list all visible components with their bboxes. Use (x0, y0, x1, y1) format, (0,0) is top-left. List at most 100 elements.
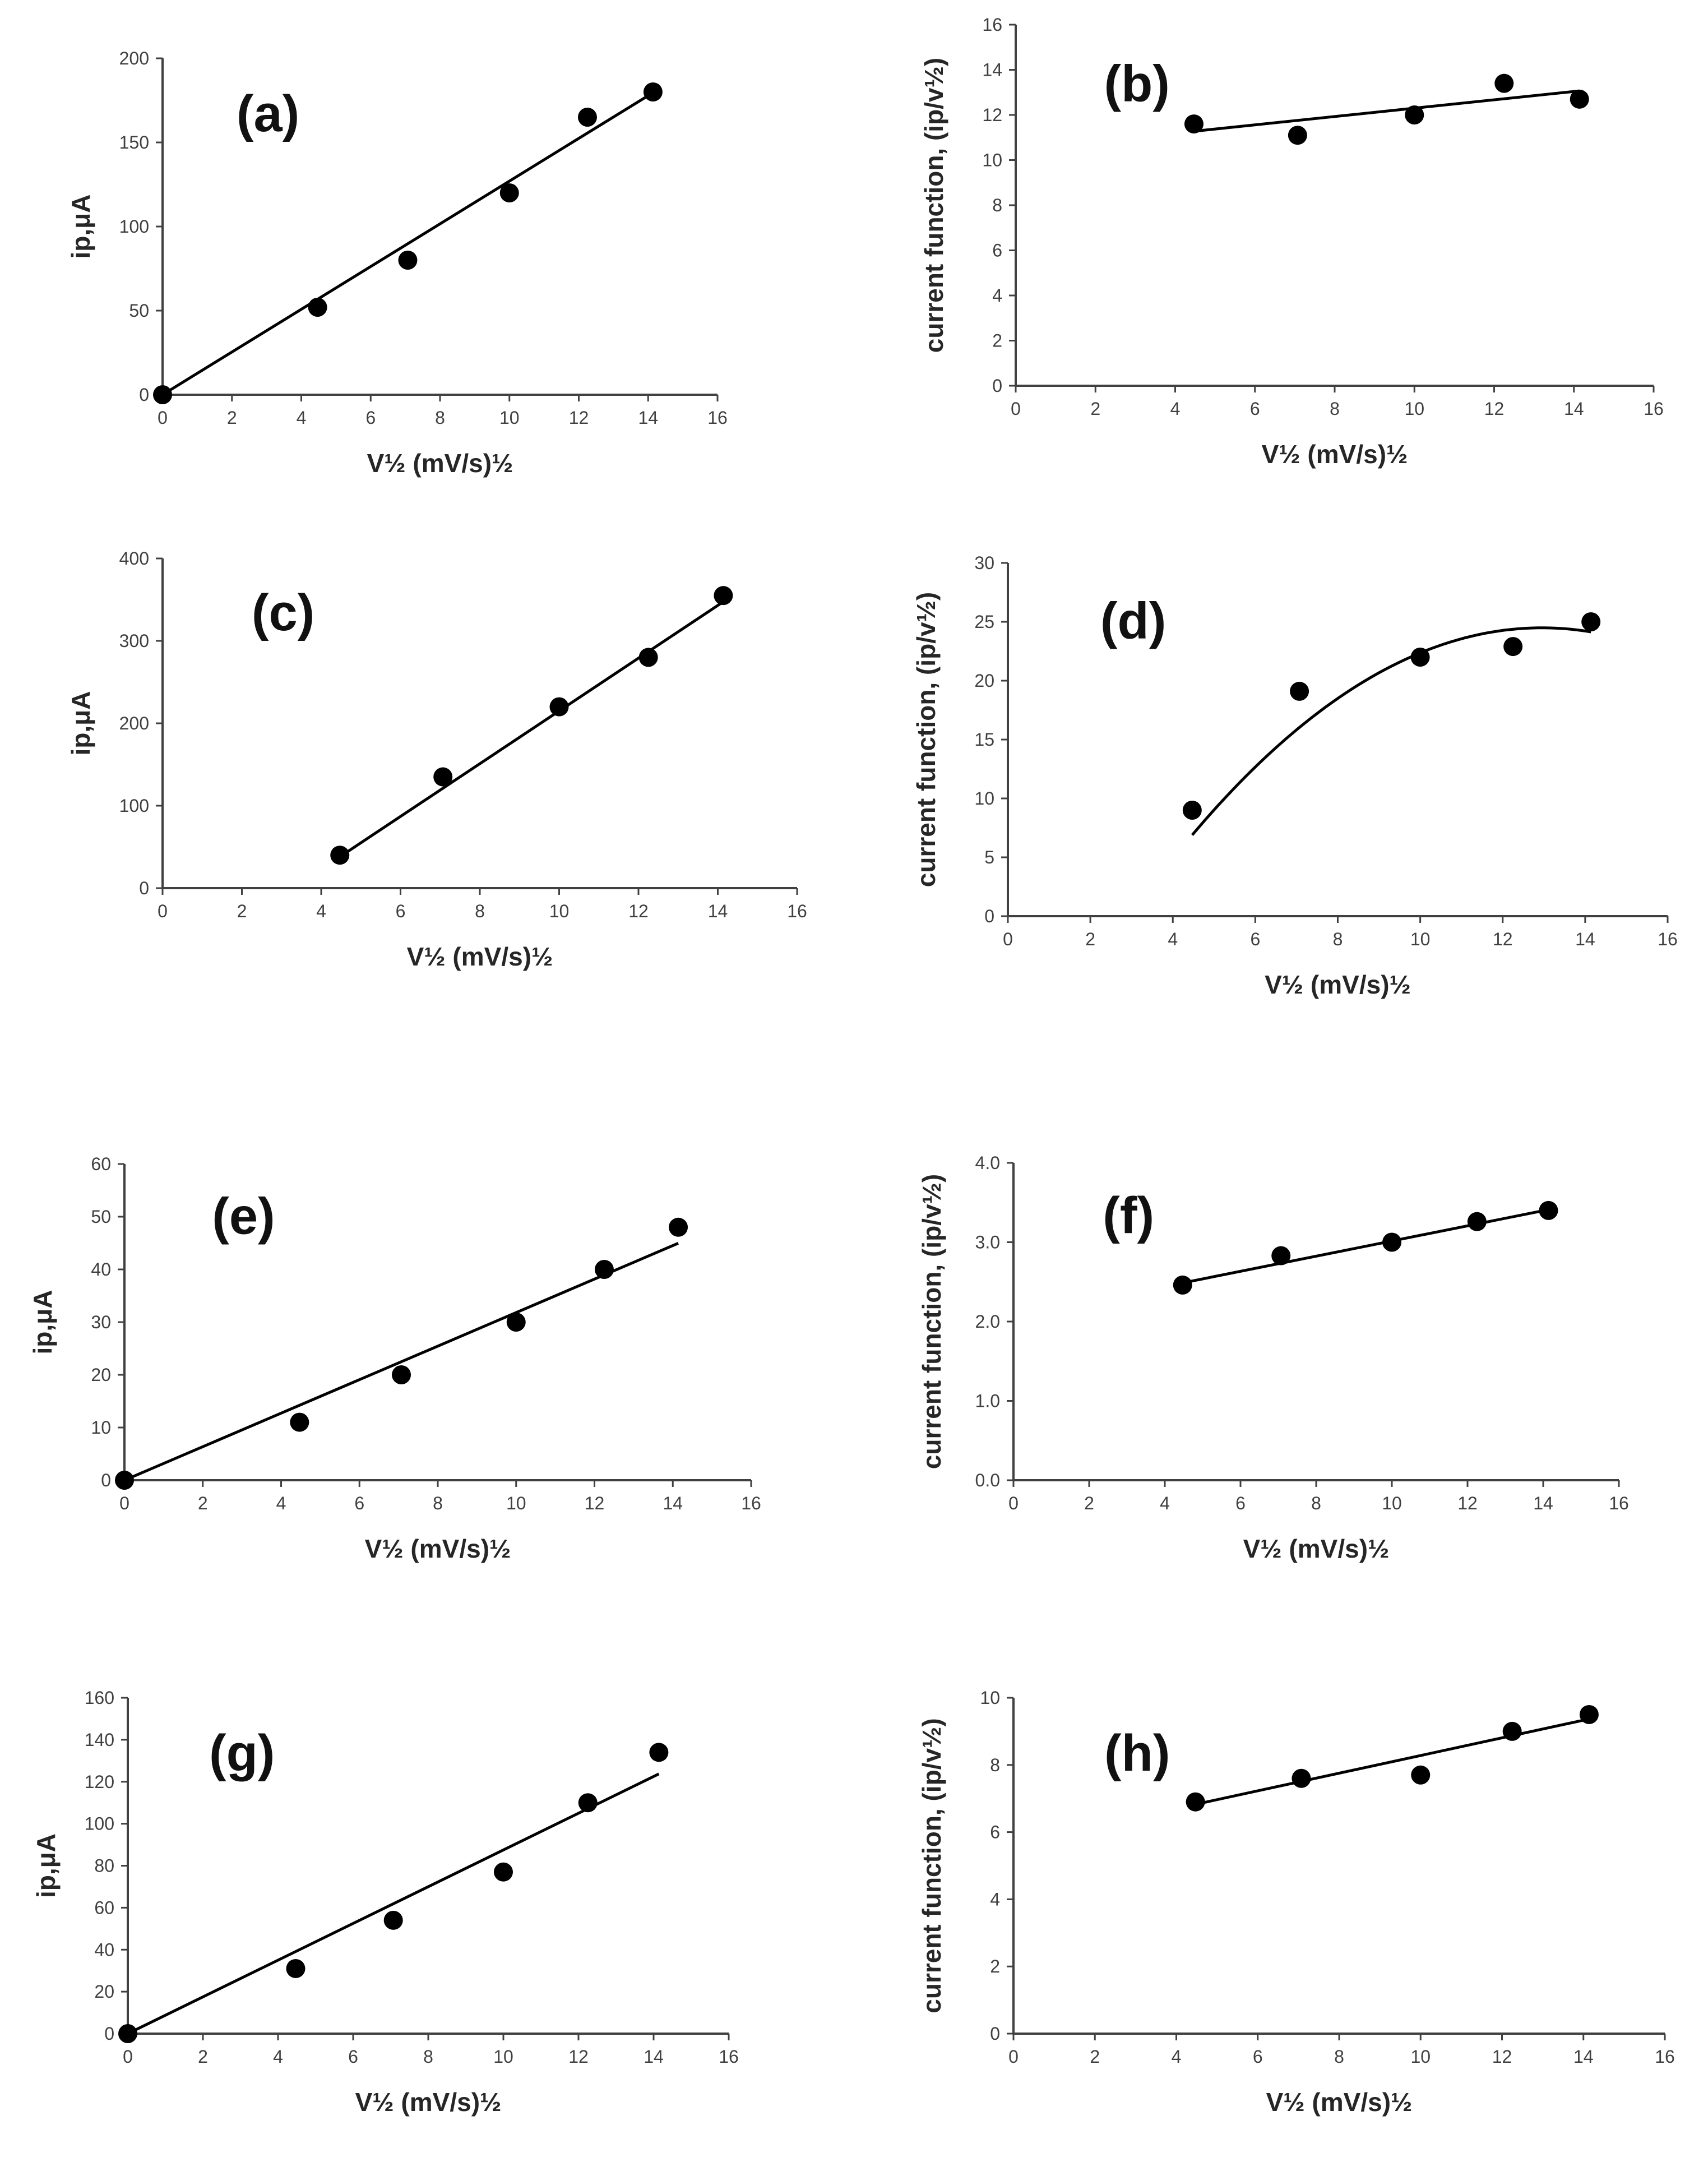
y-tick-label: 12 (982, 105, 1002, 125)
x-axis-title: V½ (mV/s)½ (407, 942, 553, 971)
x-tick-label: 10 (1410, 929, 1431, 949)
x-tick-label: 14 (1575, 929, 1595, 949)
data-point (392, 1365, 411, 1384)
data-point (1581, 612, 1601, 631)
panel-label: (b) (1104, 56, 1169, 113)
x-axis-title: V½ (mV/s)½ (365, 1534, 511, 1563)
y-tick-label: 30 (974, 553, 994, 573)
y-axis-title: current function, (ip/v½) (919, 58, 948, 353)
x-tick-label: 0 (158, 408, 168, 428)
data-point (577, 108, 597, 127)
panel-label: (f) (1103, 1187, 1154, 1244)
y-tick-label: 4.0 (975, 1153, 1000, 1173)
x-tick-label: 4 (1160, 1493, 1170, 1513)
trend-line (1191, 626, 1591, 836)
x-tick-label: 14 (663, 1493, 683, 1513)
data-point (638, 648, 658, 667)
x-tick-label: 12 (1492, 2047, 1512, 2067)
panel-label: (c) (252, 584, 314, 641)
y-tick-label: 100 (119, 796, 149, 816)
x-tick-label: 14 (644, 2047, 664, 2067)
data-point (1182, 801, 1202, 820)
data-point (1502, 1721, 1522, 1741)
y-tick-label: 6 (992, 241, 1002, 261)
x-tick-label: 6 (348, 2047, 358, 2067)
x-tick-label: 2 (227, 408, 237, 428)
y-tick-label: 14 (982, 60, 1002, 80)
x-tick-label: 6 (365, 408, 376, 428)
y-tick-label: 15 (974, 729, 994, 750)
y-tick-label: 100 (85, 1814, 114, 1834)
trend-line (339, 601, 724, 858)
data-point (643, 82, 663, 101)
x-tick-label: 14 (1573, 2047, 1594, 2067)
data-point (1467, 1212, 1487, 1231)
y-tick-label: 150 (119, 132, 149, 153)
x-axis-title: V½ (mV/s)½ (355, 2087, 502, 2117)
trend-line (124, 1242, 679, 1482)
y-tick-label: 40 (91, 1259, 111, 1279)
x-tick-label: 0 (1003, 929, 1013, 949)
data-point (153, 385, 172, 404)
x-tick-label: 16 (719, 2047, 739, 2067)
x-tick-label: 8 (433, 1493, 443, 1513)
data-point (499, 183, 519, 202)
data-point (383, 1910, 403, 1930)
x-tick-label: 8 (1330, 399, 1340, 419)
x-tick-label: 0 (1008, 1493, 1019, 1513)
data-point (1579, 1705, 1599, 1724)
data-point (1184, 114, 1204, 134)
data-point (494, 1862, 513, 1882)
x-tick-label: 4 (1168, 929, 1178, 949)
data-point (1410, 648, 1430, 667)
chart-panel-h: 0 2 4 6 8 10 12 14 16 0 2 4 6 8 10 V½ (mV/s)½ current fu… (917, 1688, 1675, 2117)
data-point (1382, 1232, 1401, 1252)
chart-panel-a: 0 2 4 6 8 10 12 14 16 0 50 100 150 200 V½ (mV/s)½ ip,μA… (66, 48, 728, 478)
panel-label: (h) (1104, 1725, 1170, 1782)
data-point (669, 1217, 688, 1237)
y-tick-label: 140 (85, 1730, 114, 1750)
y-tick-label: 4 (992, 285, 1002, 306)
x-tick-label: 2 (198, 2047, 208, 2067)
x-tick-label: 14 (1533, 1493, 1553, 1513)
y-tick-label: 5 (984, 847, 994, 867)
x-axis-title: V½ (mV/s)½ (1266, 2087, 1413, 2117)
data-point (1539, 1200, 1558, 1220)
x-tick-label: 10 (499, 408, 520, 428)
trend-line (1195, 1717, 1590, 1806)
x-tick-label: 16 (707, 408, 728, 428)
trend-line (1193, 89, 1580, 133)
chart-panel-c: 0 2 4 6 8 10 12 14 16 0 100 200 300 400 V½ (mV/s)½ ip,μ… (66, 548, 807, 971)
y-tick-label: 0.0 (975, 1470, 1000, 1490)
data-point (549, 697, 569, 717)
x-tick-label: 2 (198, 1493, 208, 1513)
data-point (1411, 1765, 1431, 1785)
data-point (1503, 637, 1523, 657)
y-tick-label: 0 (992, 376, 1002, 396)
panel-label: (a) (237, 85, 299, 142)
data-point (330, 846, 350, 865)
x-tick-label: 10 (1404, 399, 1424, 419)
x-axis-title: V½ (mV/s)½ (367, 449, 513, 478)
x-tick-label: 12 (585, 1493, 605, 1513)
data-point (1292, 1768, 1311, 1788)
y-axis-title: ip,μA (66, 691, 95, 755)
y-tick-label: 50 (91, 1207, 111, 1227)
x-tick-label: 4 (276, 1493, 286, 1513)
x-tick-label: 2 (1084, 1493, 1094, 1513)
y-axis-title: ip,μA (31, 1833, 61, 1898)
data-point (286, 1958, 306, 1978)
x-tick-label: 12 (1457, 1493, 1478, 1513)
data-point (1405, 105, 1424, 124)
y-tick-label: 20 (974, 671, 994, 691)
y-tick-label: 10 (974, 788, 994, 809)
x-tick-label: 8 (1311, 1493, 1321, 1513)
x-axis-title: V½ (mV/s)½ (1265, 970, 1411, 999)
x-tick-label: 14 (638, 408, 658, 428)
panel-label: (e) (212, 1188, 275, 1245)
y-tick-label: 0 (139, 878, 149, 898)
y-tick-label: 80 (94, 1856, 114, 1876)
x-tick-label: 12 (569, 408, 589, 428)
y-tick-label: 10 (982, 150, 1002, 170)
x-tick-label: 4 (1170, 399, 1181, 419)
